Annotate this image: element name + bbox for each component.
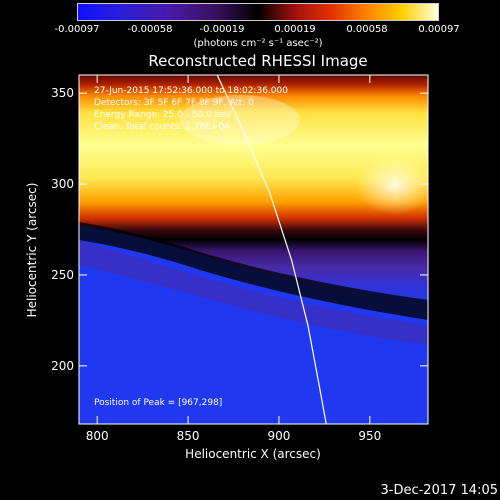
footer-date: 3-Dec-2017 14:05 xyxy=(380,483,499,498)
x-tick-label: 950 xyxy=(358,429,381,443)
colorbar-tick-label: -0.00058 xyxy=(127,24,173,35)
x-tick-label: 900 xyxy=(267,429,290,443)
colorbar xyxy=(77,3,439,21)
peak-position-label: Position of Peak = [967,298] xyxy=(94,398,223,408)
x-axis-label: Heliocentric X (arcsec) xyxy=(185,447,321,461)
solar-limb-line xyxy=(216,75,327,424)
y-tick-label: 200 xyxy=(51,359,74,373)
colorbar-tick-label: 0.00019 xyxy=(274,24,316,35)
colorbar-units: (photons cm⁻² s⁻¹ asec⁻²) xyxy=(193,38,323,49)
colorbar-tick-label: 0.00058 xyxy=(346,24,388,35)
annotation-detectors: Detectors: 3F 5F 6F 7F 8F 9F, Att: 0 xyxy=(94,98,254,108)
y-tick-label: 250 xyxy=(51,268,74,282)
annotation-energy-range: Energy Range: 25.0 - 50.0 keV xyxy=(94,110,232,120)
y-axis-label: Heliocentric Y (arcsec) xyxy=(25,183,39,318)
colorbar-tick-label: -0.00097 xyxy=(54,24,100,35)
chart-title: Reconstructed RHESSI Image xyxy=(148,52,368,70)
y-tick-label: 300 xyxy=(51,177,74,191)
annotation-time-range: 27-Jun-2015 17:52:36.000 to 18:02:36.000 xyxy=(94,86,288,96)
x-tick-label: 800 xyxy=(86,429,109,443)
colorbar-tick-label: 0.00097 xyxy=(418,24,460,35)
annotation-total-counts: Clean. Total counts: 1.78E+04 xyxy=(94,122,230,132)
x-tick-label: 850 xyxy=(177,429,200,443)
colorbar-tick-label: -0.00019 xyxy=(199,24,245,35)
y-tick-label: 350 xyxy=(51,86,74,100)
